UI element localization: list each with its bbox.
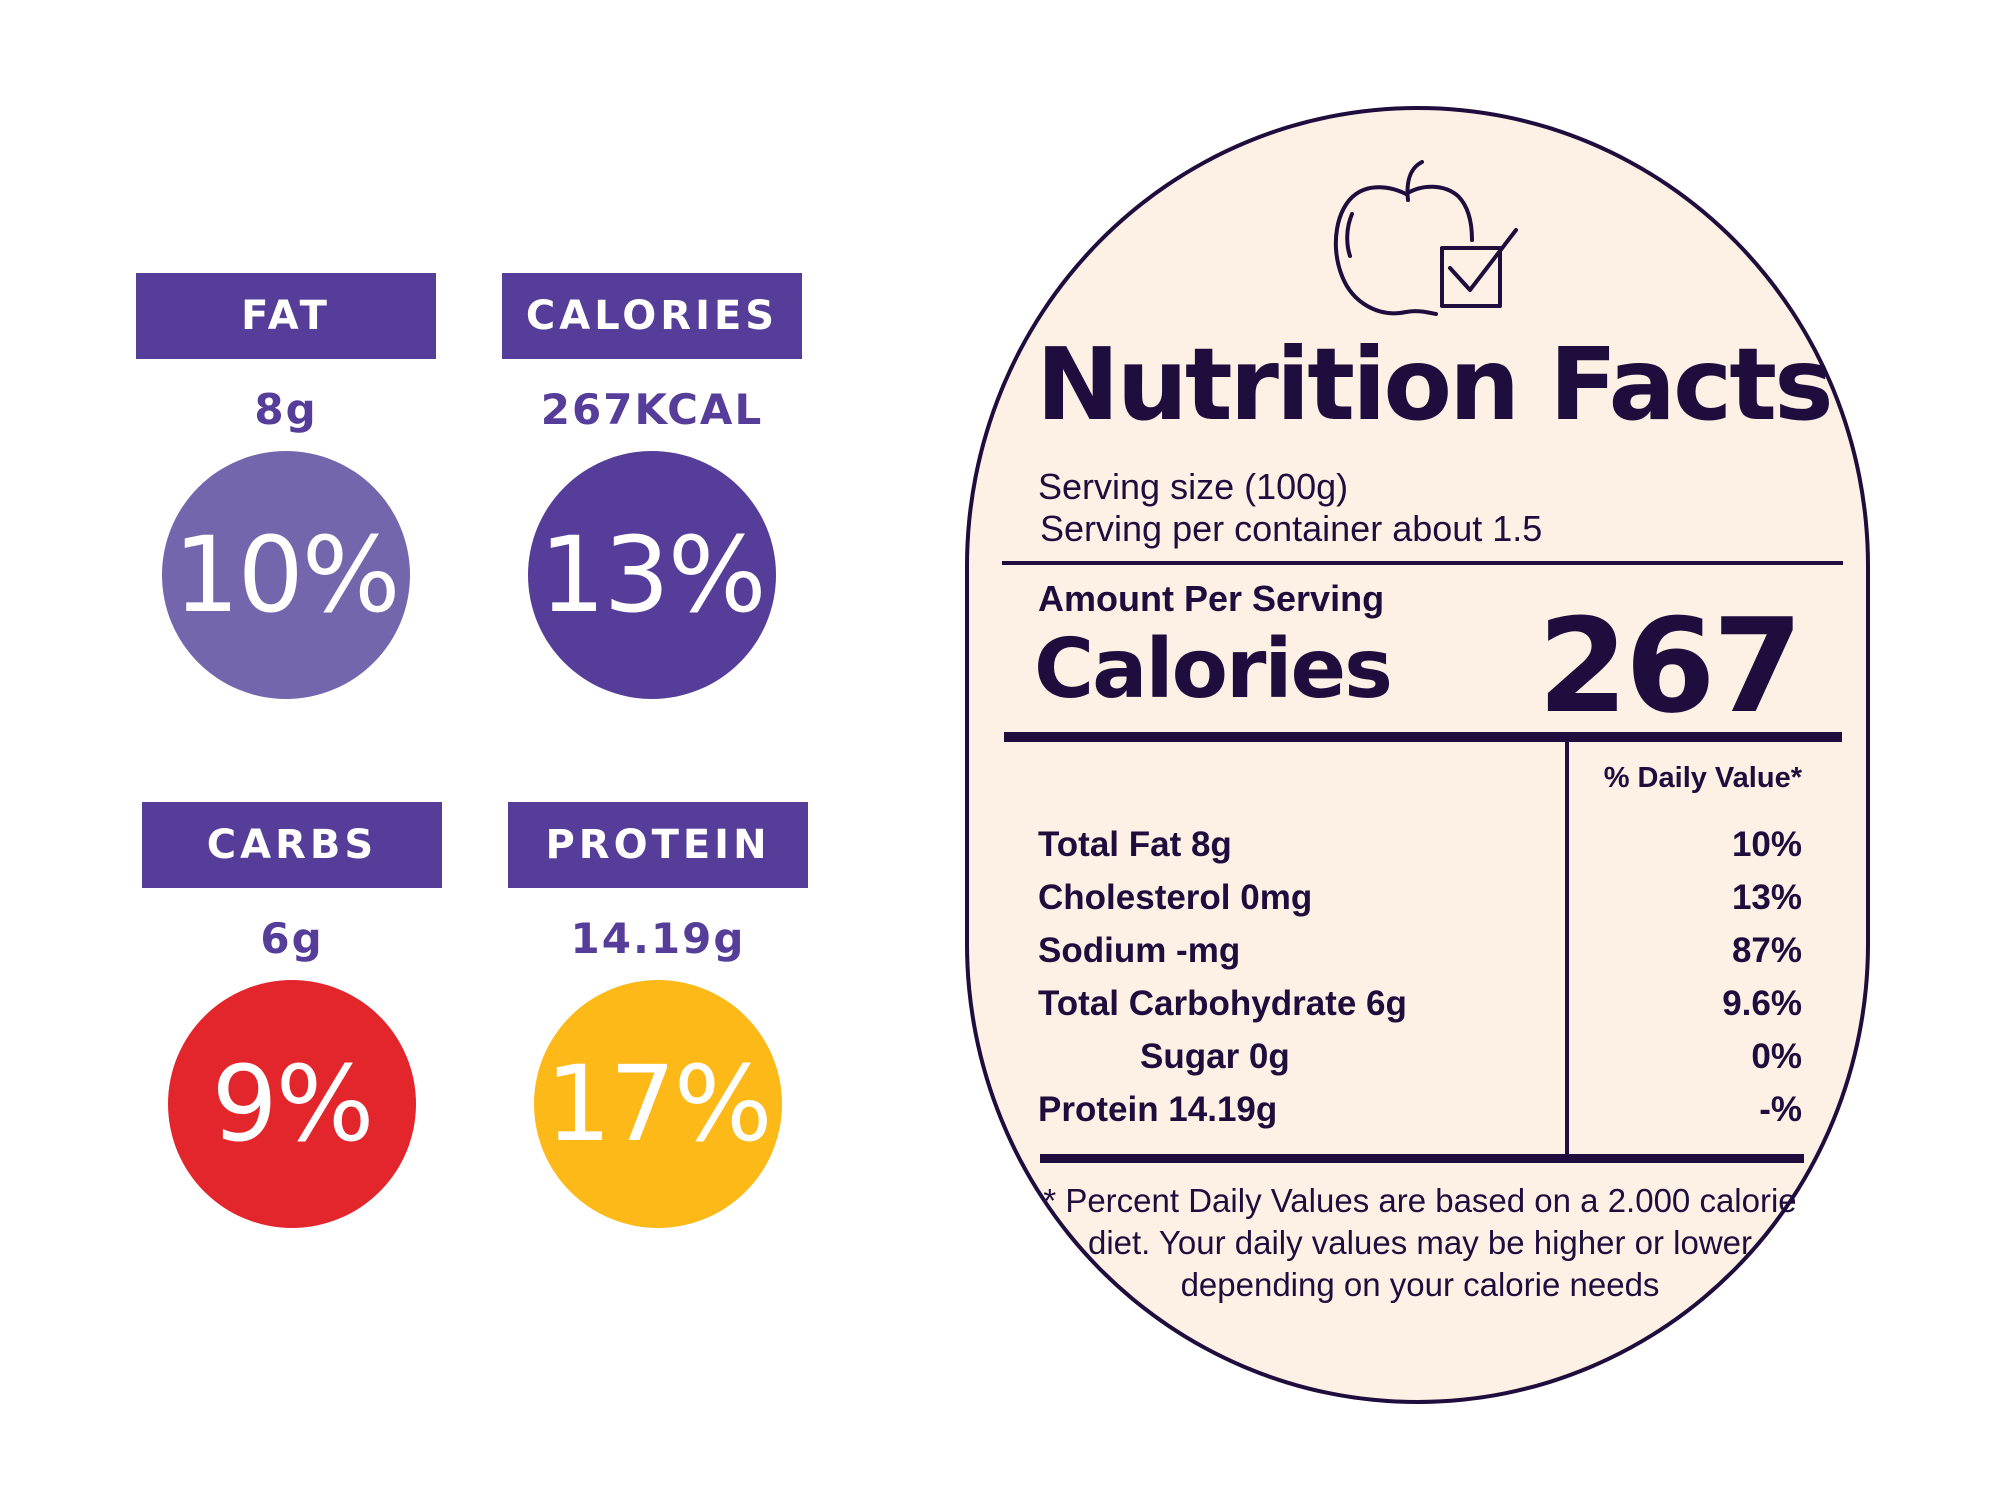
tile-fat-amount: 8g — [254, 385, 318, 434]
nutrient-name: Sodium -mg — [1038, 931, 1241, 970]
tile-calories-amount: 267KCAL — [540, 385, 764, 434]
nutrient-row-sodium: Sodium -mg 87% — [1038, 925, 1802, 977]
calories-label: Calories — [1034, 622, 1393, 717]
tile-carbs-percent-circle: 9% — [168, 980, 416, 1228]
nutrient-row-total-carbohydrate: Total Carbohydrate 6g 9.6% — [1038, 978, 1802, 1030]
nutrient-name: Cholesterol 0mg — [1038, 878, 1313, 917]
calories-value: 267 — [1537, 590, 1803, 742]
nutrient-daily-value: -% — [1759, 1090, 1802, 1129]
nutrient-daily-value: 87% — [1731, 931, 1802, 970]
daily-value-header: % Daily Value* — [1603, 762, 1802, 794]
daily-value-footnote: * Percent Daily Values are based on a 2.… — [1043, 1182, 1797, 1303]
apple-checkbox-icon — [1333, 160, 1518, 316]
amount-per-serving: Amount Per Serving — [1038, 578, 1385, 619]
nutrition-label-card — [965, 106, 1870, 1404]
tile-fat-percent-circle: 10% — [162, 451, 410, 699]
nutrient-row-cholesterol: Cholesterol 0mg 13% — [1038, 872, 1802, 924]
nutrient-row-sugar: Sugar 0g 0% — [1038, 1031, 1802, 1083]
divider-vertical — [1565, 742, 1569, 1154]
nutrient-daily-value: 0% — [1751, 1037, 1802, 1076]
tile-fat-label: FAT — [136, 273, 436, 359]
divider-thick — [1004, 732, 1842, 742]
serving-size: Serving size (100g) — [1038, 466, 1349, 507]
tile-protein-label: PROTEIN — [508, 802, 808, 888]
tile-protein-amount: 14.19g — [570, 914, 746, 963]
nutrient-daily-value: 13% — [1731, 878, 1802, 917]
nutrient-name: Sugar 0g — [1140, 1037, 1290, 1076]
tile-carbs-label: CARBS — [142, 802, 442, 888]
nutrient-daily-value: 10% — [1731, 825, 1802, 864]
nutrient-name: Total Carbohydrate 6g — [1038, 984, 1407, 1023]
nutrient-row-protein: Protein 14.19g -% — [1038, 1084, 1802, 1136]
nutrient-daily-value: 9.6% — [1722, 984, 1802, 1023]
nutrition-facts-title: Nutrition Facts — [1036, 326, 1834, 443]
divider-thin — [1002, 561, 1843, 565]
divider-bottom — [1040, 1154, 1804, 1163]
tile-protein-percent-circle: 17% — [534, 980, 782, 1228]
nutrient-row-total-fat: Total Fat 8g 10% — [1038, 819, 1802, 871]
nutrient-name: Protein 14.19g — [1038, 1090, 1278, 1129]
tile-carbs-amount: 6g — [260, 914, 324, 963]
tile-calories-label: CALORIES — [502, 273, 802, 359]
nutrient-name: Total Fat 8g — [1038, 825, 1232, 864]
tile-calories-percent-circle: 13% — [528, 451, 776, 699]
servings-per-container: Serving per container about 1.5 — [1040, 508, 1543, 549]
